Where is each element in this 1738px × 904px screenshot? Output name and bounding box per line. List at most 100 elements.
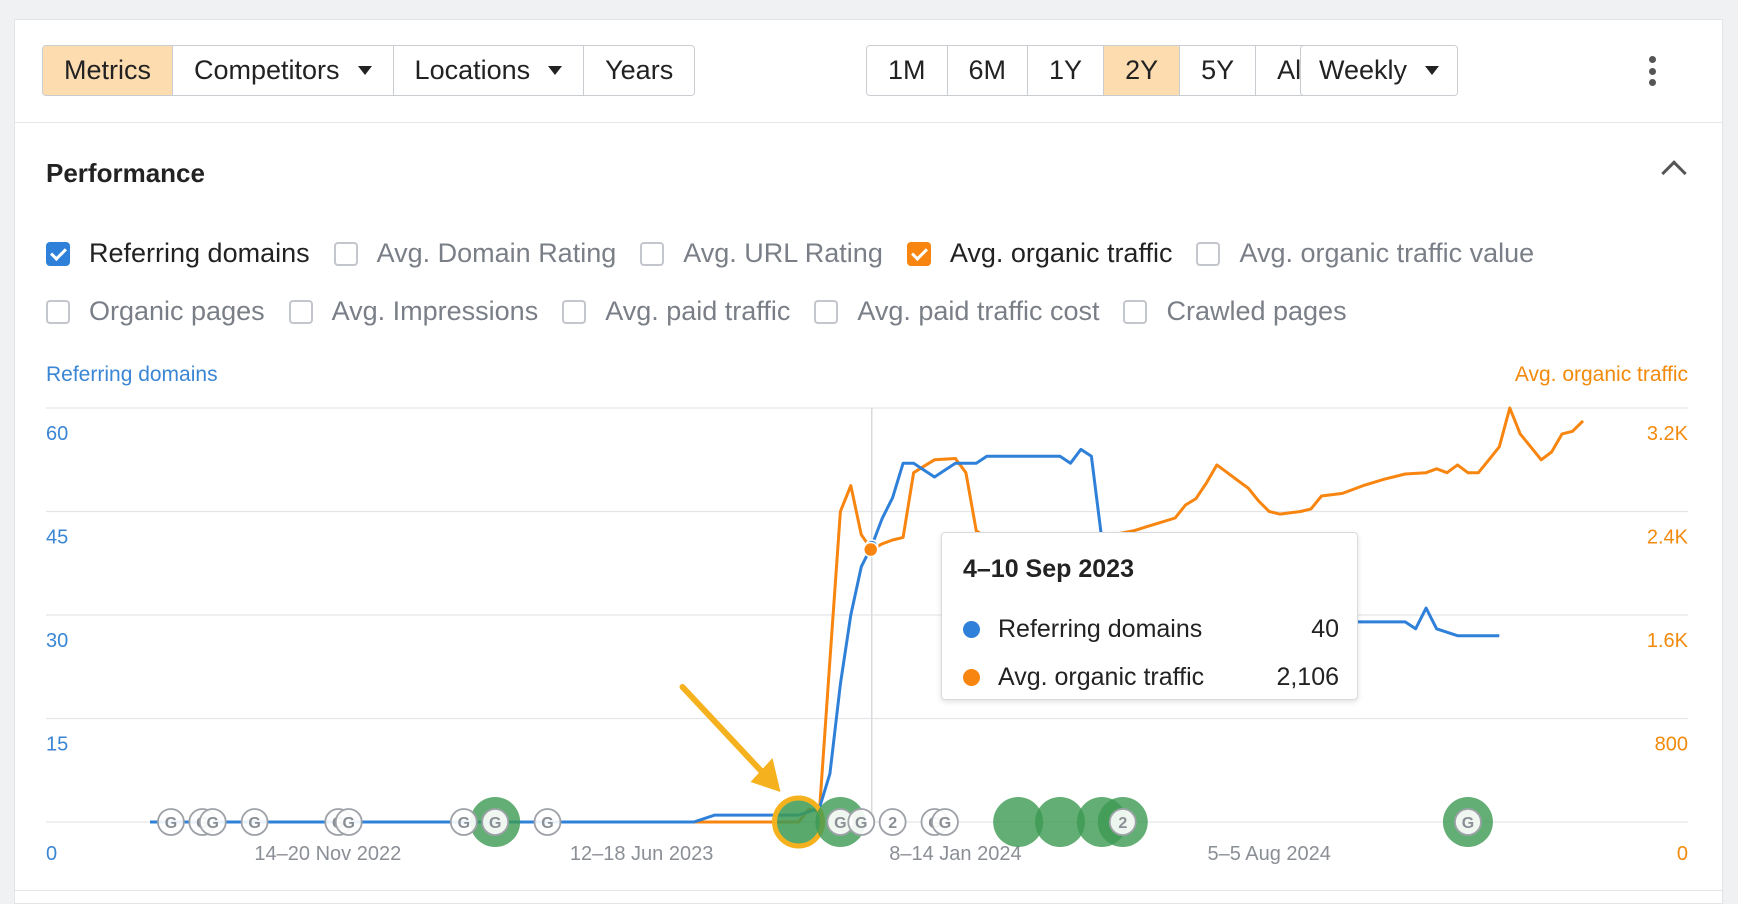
update-marker-label: G	[458, 815, 470, 832]
checkbox-checked-icon[interactable]	[906, 241, 931, 266]
range-label: 1Y	[1049, 55, 1083, 85]
metric-checkbox[interactable]: Avg. paid traffic	[562, 296, 790, 327]
checkbox-checked-icon[interactable]	[46, 241, 70, 266]
range-label: 6M	[968, 55, 1007, 85]
checkbox-icon[interactable]	[1196, 241, 1221, 266]
interval-select[interactable]: Weekly	[1301, 46, 1458, 95]
metric-label: Avg. paid traffic cost	[857, 296, 1100, 326]
update-marker[interactable]	[533, 808, 562, 836]
chart-tooltip: 4–10 Sep 2023 Referring domains 40 Avg. …	[941, 532, 1358, 700]
update-marker-label: G	[248, 815, 260, 832]
view-tabs: Metrics Competitors Locations Years	[42, 45, 696, 96]
checkbox-icon[interactable]	[1123, 299, 1148, 324]
checkbox-icon[interactable]	[562, 299, 587, 324]
update-marker[interactable]	[1108, 808, 1137, 836]
tab-competitors[interactable]: Competitors	[173, 46, 394, 95]
update-marker-label: 2	[1118, 815, 1127, 832]
chevron-down-icon	[1425, 66, 1440, 75]
x-tick-label: 5–5 Aug 2024	[1207, 843, 1330, 865]
tooltip-label: Avg. organic traffic	[998, 663, 1205, 691]
metric-checkbox[interactable]: Avg. Impressions	[288, 296, 538, 327]
metric-checkbox[interactable]: Avg. paid traffic cost	[814, 296, 1099, 327]
checkbox-icon[interactable]	[333, 241, 358, 266]
range-label: 5Y	[1201, 55, 1235, 85]
range-1m[interactable]: 1M	[867, 46, 948, 95]
range-5y[interactable]: 5Y	[1180, 46, 1257, 95]
tooltip-title: 4–10 Sep 2023	[963, 555, 1134, 583]
metric-label: Avg. URL Rating	[683, 238, 883, 268]
update-marker[interactable]	[1454, 808, 1482, 836]
range-label: 2Y	[1125, 55, 1159, 85]
chevron-down-icon	[357, 66, 372, 75]
checkbox-icon[interactable]	[288, 299, 313, 324]
update-marker[interactable]	[198, 808, 227, 836]
metric-label: Referring domains	[89, 238, 310, 268]
metric-checkbox[interactable]: Referring domains	[46, 238, 310, 269]
checkbox-icon[interactable]	[640, 241, 665, 266]
update-marker-label: G	[939, 815, 951, 832]
update-marker[interactable]	[878, 808, 907, 836]
update-marker[interactable]	[157, 808, 185, 836]
metric-label: Avg. paid traffic	[605, 296, 791, 326]
update-marker-label: G	[855, 815, 867, 832]
range-6m[interactable]: 6M	[947, 46, 1029, 95]
tab-locations[interactable]: Locations	[393, 46, 585, 95]
metric-checkbox[interactable]: Avg. organic traffic value	[1196, 238, 1534, 269]
update-marker[interactable]	[449, 808, 478, 836]
tooltip-label: Referring domains	[998, 615, 1203, 643]
update-marker[interactable]	[931, 808, 959, 836]
metric-label: Avg. organic traffic value	[1239, 238, 1535, 268]
tab-metrics[interactable]: Metrics	[43, 46, 173, 95]
metric-checkbox[interactable]: Avg. Domain Rating	[333, 238, 616, 269]
update-marker[interactable]	[847, 808, 876, 836]
right-tick-label: 1.6K	[1647, 630, 1689, 652]
update-marker[interactable]	[240, 808, 269, 836]
tab-label: Metrics	[64, 55, 151, 85]
update-marker-label: G	[834, 815, 846, 832]
left-tick-label: 45	[46, 527, 68, 549]
hover-point	[862, 541, 879, 558]
right-axis-title: Avg. organic traffic	[1514, 363, 1688, 386]
left-tick-label: 60	[46, 423, 68, 445]
right-tick-label: 3.2K	[1647, 423, 1689, 445]
metric-label: Avg. organic traffic	[949, 238, 1173, 268]
interval-select-wrap: Weekly	[1300, 45, 1459, 96]
arrow-annotation	[679, 684, 774, 784]
metric-checkbox[interactable]: Organic pages	[46, 296, 265, 327]
update-marker-label: G	[207, 815, 219, 832]
right-tick-label: 800	[1655, 734, 1688, 756]
metric-checkbox[interactable]: Crawled pages	[1123, 296, 1347, 327]
tab-label: Locations	[414, 55, 531, 85]
checkbox-icon[interactable]	[814, 299, 839, 324]
tooltip-dot-icon	[963, 621, 980, 638]
update-marker[interactable]	[481, 808, 510, 836]
arrow-head-icon	[750, 758, 781, 792]
kebab-icon[interactable]	[1647, 56, 1657, 86]
tab-years[interactable]: Years	[584, 46, 695, 95]
left-tick-label: 15	[46, 734, 68, 756]
metric-checkbox[interactable]: Avg. URL Rating	[640, 238, 883, 269]
performance-card: Metrics Competitors Locations Years 1M 6M 1Y 2…	[14, 19, 1723, 904]
event-marker[interactable]	[772, 795, 826, 849]
toolbar: Metrics Competitors Locations Years 1M 6M 1Y 2…	[15, 20, 1722, 123]
chevron-down-icon	[548, 66, 563, 75]
metric-row-2: Organic pages Avg. Impressions Avg. paid t…	[46, 296, 1371, 327]
divider	[14, 890, 1723, 891]
left-tick-label: 0	[46, 843, 57, 865]
series-line	[150, 406, 1585, 824]
x-tick-label: 14–20 Nov 2022	[254, 843, 401, 865]
metric-checkbox[interactable]: Avg. organic traffic	[906, 238, 1173, 269]
update-marker[interactable]	[334, 808, 363, 836]
checkbox-icon[interactable]	[46, 299, 70, 324]
x-tick-label: 8–14 Jan 2024	[889, 843, 1021, 865]
tooltip-dot-icon	[963, 669, 980, 686]
range-2y[interactable]: 2Y	[1104, 46, 1181, 95]
metric-row-1: Referring domains Avg. Domain Rating Avg. …	[46, 238, 1558, 269]
event-marker[interactable]	[1035, 797, 1086, 847]
right-tick-label: 0	[1677, 843, 1688, 865]
left-axis-title: Referring domains	[46, 363, 218, 386]
event-marker[interactable]	[993, 797, 1044, 847]
range-1y[interactable]: 1Y	[1028, 46, 1105, 95]
metric-label: Crawled pages	[1166, 296, 1347, 326]
